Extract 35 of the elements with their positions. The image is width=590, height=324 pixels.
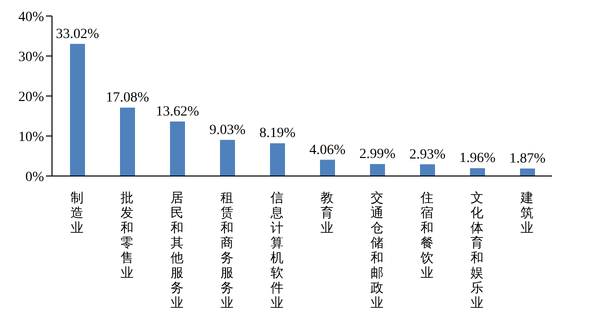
- bar: [470, 168, 485, 176]
- bar: [170, 122, 185, 176]
- bar: [120, 108, 135, 176]
- y-tick-label: 10%: [18, 130, 44, 145]
- x-tick-label: 住宿和餐饮业: [420, 190, 434, 280]
- y-tick-label: 0%: [25, 170, 44, 185]
- bar: [320, 160, 335, 176]
- x-tick-label: 教育业: [320, 190, 334, 235]
- data-label: 8.19%: [259, 126, 296, 142]
- x-tick-label: 信息计算机软件业: [270, 190, 284, 310]
- x-tick-label: 制造业: [70, 190, 84, 235]
- data-label: 4.06%: [309, 142, 346, 158]
- bar: [370, 164, 385, 176]
- data-label: 1.87%: [509, 152, 546, 167]
- bar: [70, 44, 85, 176]
- x-tick-label: 建筑业: [520, 190, 534, 235]
- data-label: 9.03%: [209, 122, 246, 138]
- data-label: 2.99%: [359, 147, 396, 162]
- bar: [420, 164, 435, 176]
- x-tick-label: 交通仓储和邮政业: [370, 190, 384, 310]
- x-tick-label: 居民和其他服务业: [170, 190, 184, 310]
- bar: [270, 143, 285, 176]
- x-tick-label: 租赁和商务服务业: [220, 190, 234, 310]
- data-label: 1.96%: [459, 151, 496, 166]
- y-tick-label: 30%: [18, 50, 44, 65]
- data-label: 17.08%: [106, 90, 150, 106]
- data-label: 33.02%: [56, 26, 100, 42]
- x-tick-label: 批发和零售业: [120, 190, 134, 280]
- bar: [520, 168, 535, 176]
- data-label: 2.93%: [409, 147, 446, 162]
- y-tick-label: 40%: [18, 10, 44, 25]
- bar: [220, 140, 235, 176]
- y-tick-label: 20%: [18, 90, 44, 105]
- x-tick-label: 文化体育和娱乐业: [470, 190, 484, 310]
- data-label: 13.62%: [156, 104, 200, 120]
